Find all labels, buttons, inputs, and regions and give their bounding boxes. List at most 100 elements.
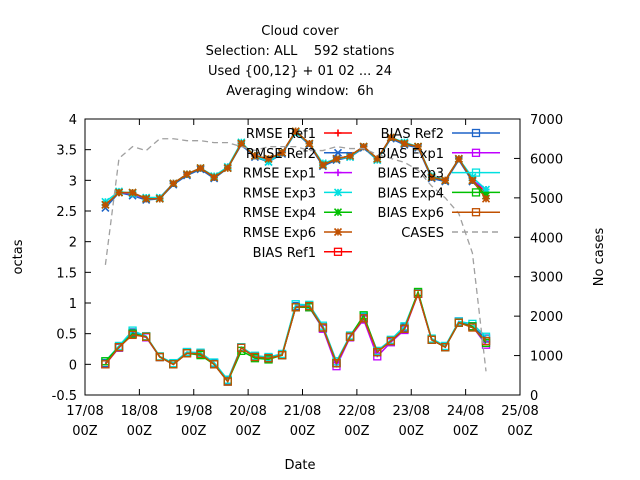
data-point bbox=[250, 352, 260, 362]
legend-label: BIAS Exp1 bbox=[378, 147, 444, 162]
data-point bbox=[155, 352, 164, 362]
legend-marker bbox=[334, 169, 342, 177]
data-point bbox=[101, 360, 110, 369]
y2-tick-label: 2000 bbox=[530, 310, 563, 325]
x-tick-label: 20/08 00Z bbox=[229, 404, 266, 439]
y2-axis-label: No cases bbox=[592, 228, 607, 287]
data-point bbox=[359, 142, 368, 151]
y2-tick-label: 0 bbox=[530, 389, 538, 404]
data-point bbox=[346, 151, 355, 160]
data-point bbox=[386, 336, 396, 346]
data-point bbox=[400, 324, 409, 333]
data-point bbox=[318, 160, 327, 170]
x-tick-label: 22/08 00Z bbox=[338, 404, 375, 439]
data-point bbox=[481, 185, 491, 194]
chart-subtitle: Selection: ALL 592 stations bbox=[206, 44, 395, 59]
y-tick-label: 3.5 bbox=[56, 144, 77, 159]
data-point bbox=[114, 188, 124, 197]
data-point bbox=[291, 127, 300, 136]
data-point bbox=[441, 343, 450, 352]
y-tick-label: 1 bbox=[69, 297, 77, 312]
data-point bbox=[169, 360, 178, 369]
data-point bbox=[114, 343, 124, 352]
legend-label: BIAS Ref2 bbox=[381, 127, 444, 142]
data-point bbox=[250, 151, 259, 160]
legend-marker bbox=[333, 247, 343, 256]
legend-label: BIAS Exp3 bbox=[378, 167, 444, 182]
legend-label: BIAS Exp6 bbox=[378, 206, 444, 221]
data-point bbox=[169, 179, 178, 188]
legend-marker bbox=[333, 208, 343, 217]
y-tick-label: 0 bbox=[69, 358, 77, 373]
x-tick-label: 19/08 00Z bbox=[175, 404, 212, 439]
data-point bbox=[468, 176, 477, 185]
data-point bbox=[386, 133, 395, 142]
x-tick-label: 17/08 00Z bbox=[66, 404, 103, 439]
data-point bbox=[441, 176, 450, 185]
data-point bbox=[305, 301, 314, 311]
data-point bbox=[278, 148, 287, 157]
y2-tick-label: 5000 bbox=[530, 192, 563, 207]
legend-marker bbox=[471, 208, 481, 217]
data-point bbox=[196, 164, 205, 173]
data-point bbox=[332, 154, 341, 163]
legend-label: RMSE Ref1 bbox=[246, 127, 316, 142]
data-point bbox=[277, 350, 287, 360]
data-point bbox=[413, 289, 423, 298]
data-point bbox=[413, 142, 423, 151]
chart-subtitle: Averaging window: 6h bbox=[226, 84, 373, 99]
data-point bbox=[209, 360, 219, 369]
legend-marker bbox=[333, 188, 343, 197]
chart-title: Cloud cover bbox=[261, 24, 339, 39]
data-point bbox=[318, 323, 328, 332]
y-tick-label: 4 bbox=[69, 113, 77, 128]
data-point bbox=[373, 154, 382, 163]
x-axis-label: Date bbox=[284, 458, 315, 473]
y2-tick-label: 3000 bbox=[530, 271, 563, 286]
data-point bbox=[210, 173, 219, 182]
y2-tick-label: 7000 bbox=[530, 113, 563, 128]
data-point bbox=[237, 343, 246, 352]
data-point bbox=[454, 318, 463, 327]
data-point bbox=[373, 347, 382, 357]
data-point bbox=[223, 164, 232, 173]
data-point bbox=[264, 154, 273, 163]
data-point bbox=[427, 335, 436, 344]
y-tick-label: 1.5 bbox=[56, 266, 77, 281]
data-point bbox=[155, 194, 164, 203]
y-tick-label: 2.5 bbox=[56, 205, 77, 220]
series-line bbox=[104, 138, 487, 372]
data-point bbox=[237, 139, 246, 148]
y-tick-label: 3 bbox=[69, 174, 77, 189]
x-tick-label: 24/08 00Z bbox=[447, 404, 484, 439]
data-point bbox=[223, 377, 232, 386]
y2-tick-label: 4000 bbox=[530, 231, 563, 246]
x-tick-label: 25/08 00Z bbox=[501, 404, 538, 439]
data-point bbox=[128, 330, 137, 340]
legend-marker bbox=[334, 129, 342, 137]
data-point bbox=[400, 139, 409, 148]
y-tick-label: 0.5 bbox=[56, 328, 77, 343]
y2-tick-label: 1000 bbox=[530, 350, 563, 365]
data-point bbox=[142, 194, 151, 203]
data-point bbox=[128, 188, 137, 197]
legend-label: RMSE Exp4 bbox=[243, 206, 316, 221]
legend-label: RMSE Ref2 bbox=[246, 147, 316, 162]
data-point bbox=[359, 314, 368, 323]
series-line bbox=[104, 291, 487, 383]
y2-tick-label: 6000 bbox=[530, 152, 563, 167]
chart-subtitle: Used {00,12} + 01 02 ... 24 bbox=[208, 64, 392, 79]
x-tick-label: 18/08 00Z bbox=[121, 404, 158, 439]
data-point bbox=[454, 154, 463, 163]
data-point bbox=[291, 303, 300, 312]
legend-marker bbox=[471, 188, 481, 197]
legend-label: CASES bbox=[401, 226, 444, 241]
legend-label: RMSE Exp1 bbox=[243, 167, 316, 182]
data-point bbox=[481, 194, 491, 203]
data-point bbox=[427, 173, 436, 182]
y-tick-label: -0.5 bbox=[52, 389, 77, 404]
legend-marker bbox=[471, 148, 481, 157]
data-point bbox=[182, 349, 192, 358]
